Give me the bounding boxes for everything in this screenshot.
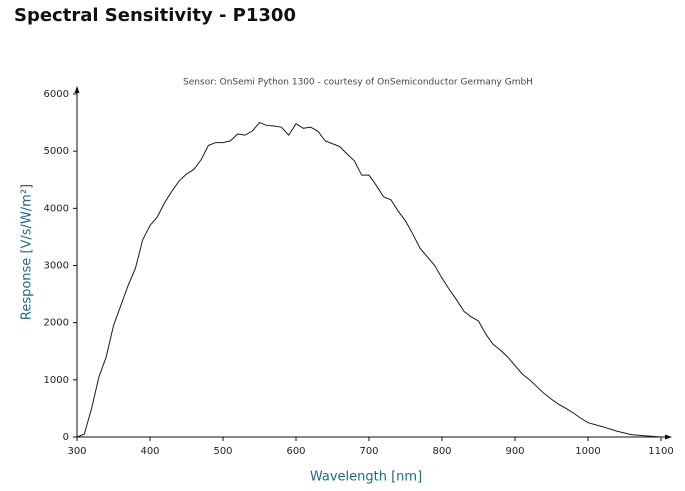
chart-subtitle: Sensor: OnSemi Python 1300 - courtesy of… xyxy=(183,78,533,88)
x-axis-arrow xyxy=(665,434,672,440)
y-tick-label: 5000 xyxy=(44,146,69,157)
y-tick-label: 3000 xyxy=(44,261,69,272)
y-axis-label: Response [V/s/W/m²] xyxy=(20,184,35,320)
x-tick-label: 1100 xyxy=(648,446,673,457)
chart-title: Spectral Sensitivity - P1300 xyxy=(14,5,296,26)
y-tick-label: 1000 xyxy=(44,375,69,386)
y-tick-label: 2000 xyxy=(44,318,69,329)
y-axis-arrow xyxy=(74,86,80,93)
y-tick-label: 6000 xyxy=(44,89,69,100)
x-tick-label: 900 xyxy=(505,446,524,457)
x-tick-label: 300 xyxy=(67,446,86,457)
y-tick-label: 0 xyxy=(63,432,69,443)
x-tick-label: 400 xyxy=(140,446,159,457)
x-axis-label: Wavelength [nm] xyxy=(310,470,422,485)
line xyxy=(76,121,662,438)
x-tick-label: 1000 xyxy=(575,446,600,457)
x-tick-label: 600 xyxy=(286,446,305,457)
x-tick-label: 700 xyxy=(359,446,378,457)
x-tick-label: 500 xyxy=(213,446,232,457)
y-tick-label: 4000 xyxy=(44,203,69,214)
x-tick-label: 800 xyxy=(432,446,451,457)
